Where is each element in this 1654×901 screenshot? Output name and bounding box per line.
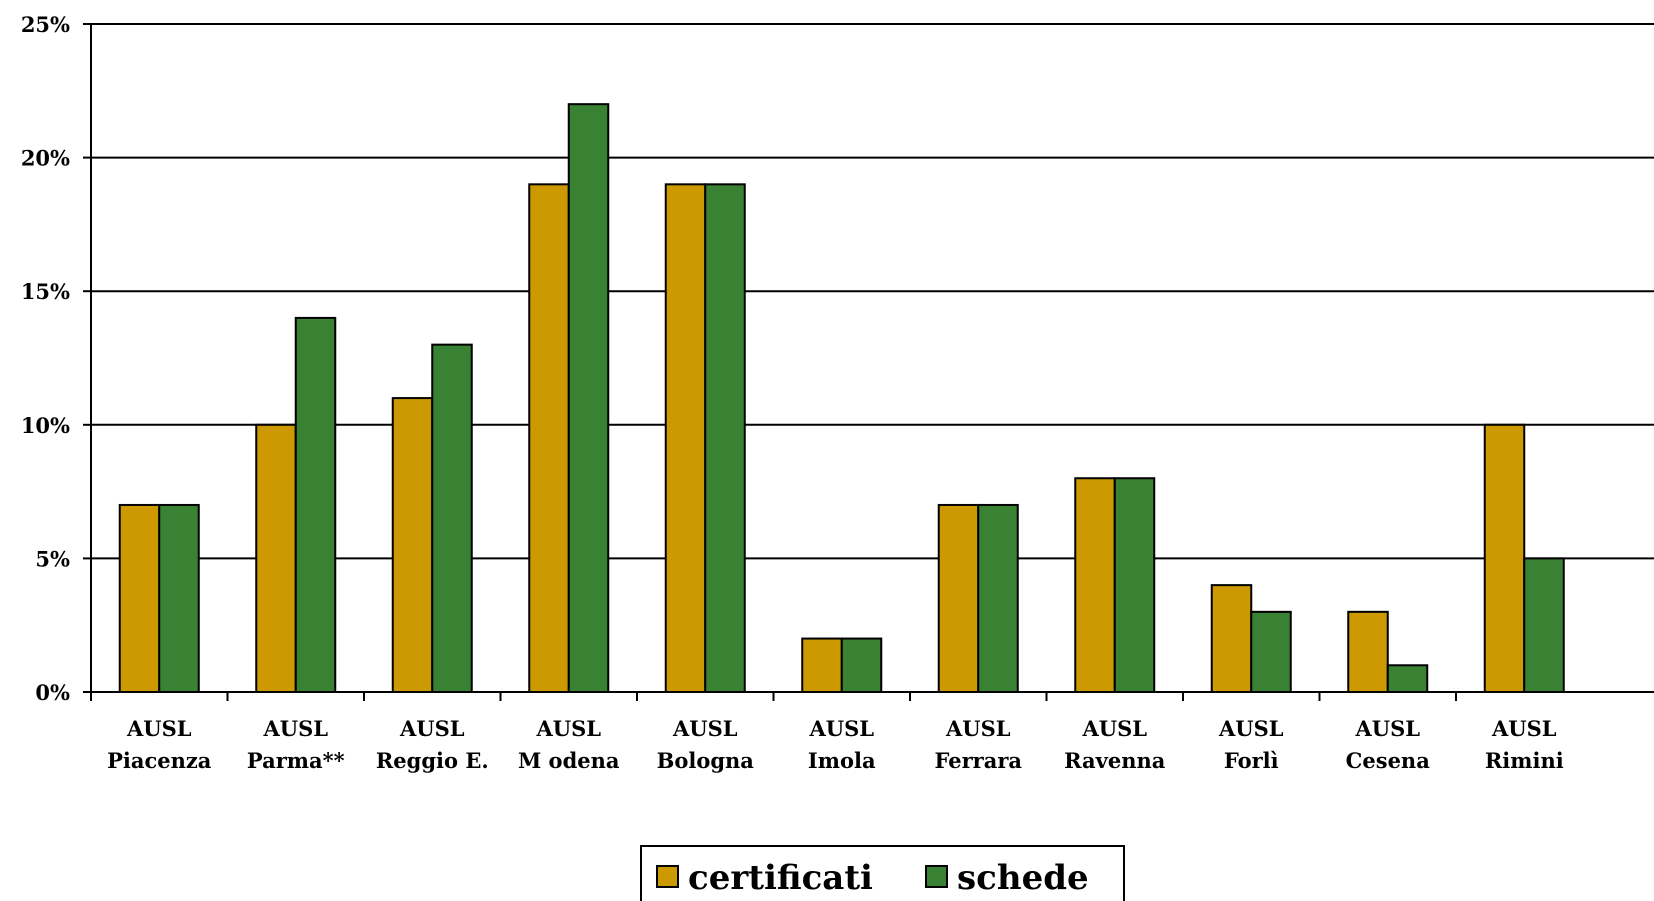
bar-schede-10 <box>1523 557 1565 694</box>
legend: certificati schede <box>640 845 1125 901</box>
x-tick-label: AUSL <box>126 716 192 741</box>
legend-label-certificati: certificati <box>688 858 873 898</box>
bar-certificati-10 <box>1483 423 1526 693</box>
x-tick-label: Rimini <box>1485 748 1564 773</box>
bar-certificati-8 <box>1210 584 1253 693</box>
legend-label-schede: schede <box>957 858 1089 898</box>
legend-swatch-schede <box>925 865 948 888</box>
legend-swatch-certificati <box>656 865 679 888</box>
y-tick-label: 20% <box>21 146 70 171</box>
bar-schede-1 <box>294 316 337 693</box>
bar-certificati-9 <box>1347 610 1389 694</box>
x-tick-label: AUSL <box>399 716 465 741</box>
y-tick-label: 25% <box>21 12 70 37</box>
x-tick-label: Reggio E. <box>376 748 489 773</box>
y-tick-label: 10% <box>21 413 70 438</box>
bar-certificati-6 <box>937 503 980 693</box>
x-tick-label: AUSL <box>1081 716 1147 741</box>
x-tick-label: AUSL <box>535 716 601 741</box>
y-axis-ticks: 0% 5% 10% 15% 20% 25% <box>21 12 91 705</box>
x-tick-label: M odena <box>518 748 620 773</box>
x-tick-label: Forlì <box>1224 748 1279 773</box>
bar-schede-0 <box>158 503 200 693</box>
x-tick-label: AUSL <box>945 716 1011 741</box>
bar-schede-3 <box>567 103 610 694</box>
bar-schede-7 <box>1113 477 1156 693</box>
y-tick-label: 0% <box>35 680 70 705</box>
x-tick-label: Ferrara <box>934 748 1022 773</box>
x-tick-label: Piacenza <box>107 748 212 773</box>
x-tick-label: Ravenna <box>1064 748 1166 773</box>
bar-schede-9 <box>1386 664 1429 694</box>
x-tick-label: AUSL <box>672 716 738 741</box>
x-tick-label: AUSL <box>1218 716 1284 741</box>
bar-schede-6 <box>977 503 1019 693</box>
gridlines <box>91 23 1654 560</box>
legend-box <box>640 845 1125 901</box>
x-tick-label: AUSL <box>808 716 874 741</box>
x-tick-label: Bologna <box>657 748 755 773</box>
bar-certificati-3 <box>528 183 570 693</box>
x-tick-label: Cesena <box>1346 748 1431 773</box>
bar-certificati-1 <box>255 423 297 693</box>
bar-certificati-5 <box>801 637 843 693</box>
bar-schede-4 <box>704 183 746 693</box>
x-axis-labels: AUSL Piacenza AUSL Parma** AUSL Reggio E. AUSL… <box>107 716 1564 773</box>
axes <box>90 24 1654 701</box>
bar-certificati-7 <box>1074 477 1116 693</box>
bar-certificati-2 <box>391 397 434 693</box>
bar-schede-2 <box>431 343 473 693</box>
y-tick-label: 15% <box>21 279 70 304</box>
x-tick-label: AUSL <box>1354 716 1420 741</box>
x-tick-label: AUSL <box>1491 716 1557 741</box>
x-tick-label: Parma** <box>247 748 345 773</box>
y-tick-label: 5% <box>35 546 70 571</box>
bar-schede-8 <box>1250 610 1292 694</box>
bars <box>118 103 1565 694</box>
bar-certificati-4 <box>664 183 707 693</box>
x-tick-label: Imola <box>808 748 876 773</box>
x-tick-label: AUSL <box>262 716 328 741</box>
bar-certificati-0 <box>118 503 161 693</box>
bar-schede-5 <box>840 637 883 693</box>
